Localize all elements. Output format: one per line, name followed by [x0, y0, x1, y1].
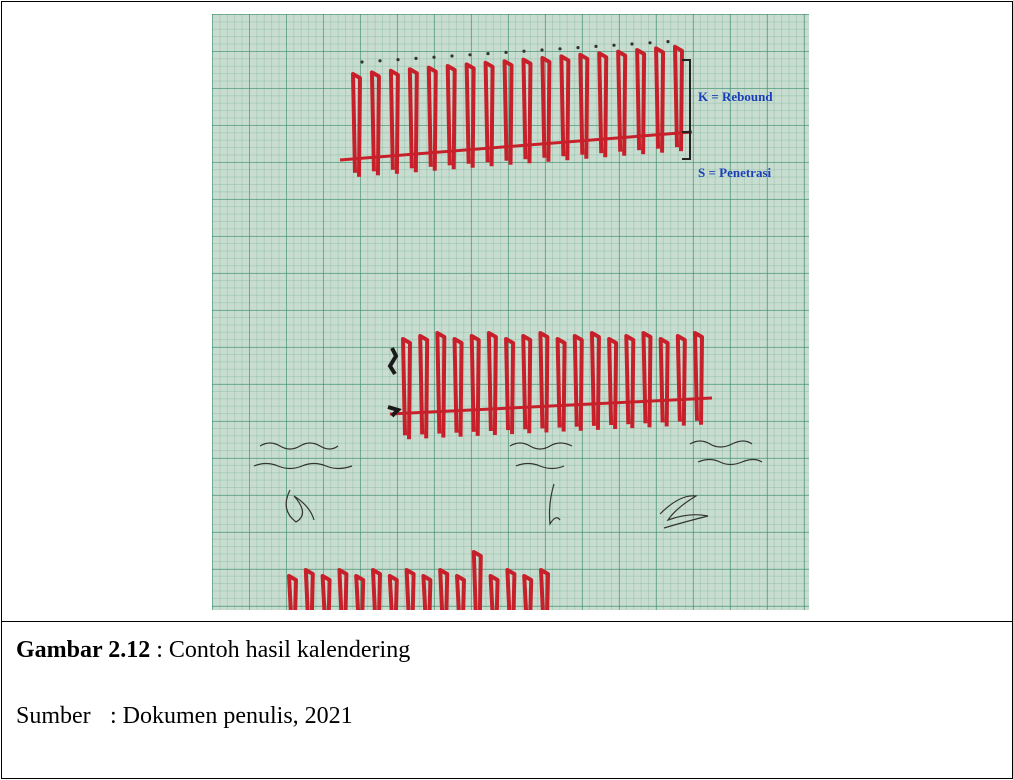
tick-scribble: [558, 47, 562, 51]
caption-label: Gambar 2.12: [16, 637, 151, 663]
start-mark: [387, 347, 402, 418]
trace-stroke: [488, 574, 500, 610]
trace-stroke: [337, 568, 349, 610]
trace-stroke: [445, 64, 457, 170]
trace-stroke: [522, 574, 534, 610]
tick-scribbles: [360, 40, 670, 64]
trace-stroke: [421, 574, 433, 610]
trace-stroke: [521, 334, 533, 434]
trace-stroke: [435, 331, 447, 438]
source-separator: :: [110, 703, 123, 729]
trace-stroke: [559, 54, 571, 161]
trace-stroke: [354, 574, 366, 610]
trace-stroke: [504, 337, 516, 435]
trace-stroke: [455, 574, 466, 610]
trace-stroke: [539, 568, 550, 610]
tick-scribble: [648, 41, 652, 45]
trace-stroke: [407, 67, 419, 173]
kalendering-figure: K = Rebound S = Penetrasi: [212, 14, 809, 610]
trace-stroke: [607, 337, 619, 430]
trace-stroke: [597, 51, 609, 158]
trace-stroke: [464, 62, 476, 168]
trace-stroke: [654, 46, 666, 153]
tick-scribble: [486, 52, 490, 56]
trace-stroke: [351, 72, 362, 177]
tick-scribble: [360, 60, 364, 64]
tick-scribble: [594, 44, 598, 48]
trace-stroke: [505, 568, 517, 610]
trace-stroke: [469, 334, 481, 436]
trace-stroke: [471, 550, 483, 610]
legend-bracket: [682, 59, 691, 160]
trace-stroke: [589, 331, 601, 430]
source-label: Sumber: [16, 703, 91, 729]
trace-stroke: [388, 68, 400, 174]
caption-divider: [1, 621, 1013, 622]
trace-stroke: [521, 57, 533, 164]
trace-stroke: [616, 49, 628, 156]
trace-stroke: [452, 337, 464, 437]
trace-stroke: [287, 574, 298, 610]
trace-stroke: [675, 334, 687, 426]
trace-stroke: [555, 337, 567, 432]
tick-scribble: [630, 42, 634, 46]
legend-rebound: K = Rebound: [698, 89, 773, 104]
trace-stroke: [578, 52, 590, 159]
trace-middle: [389, 331, 713, 440]
tick-scribble: [432, 55, 436, 59]
trace-stroke: [641, 331, 653, 428]
source-text: Dokumen penulis, 2021: [122, 703, 353, 729]
trace-stroke: [540, 56, 552, 162]
tick-scribble: [450, 54, 454, 58]
trace-stroke: [404, 568, 416, 610]
tick-scribble: [522, 49, 526, 53]
trace-stroke: [369, 70, 381, 176]
trace-top: [339, 44, 693, 177]
tick-scribble: [396, 58, 400, 62]
tick-scribble: [378, 59, 382, 63]
trace-stroke: [418, 334, 430, 439]
handwritten-notes: [253, 440, 763, 529]
trace-stroke: [673, 44, 684, 152]
trace-stroke: [371, 568, 382, 610]
trace-stroke: [401, 337, 412, 440]
trace-stroke: [483, 60, 495, 167]
kalendering-trace-drawing: K = Rebound S = Penetrasi: [253, 40, 773, 610]
tick-scribble: [576, 46, 580, 50]
caption-text: Contoh hasil kalendering: [168, 637, 411, 663]
trace-stroke: [572, 334, 584, 431]
legend-penetration: S = Penetrasi: [698, 165, 772, 180]
tick-scribble: [504, 50, 508, 55]
tick-scribble: [666, 40, 670, 44]
trace-stroke: [387, 574, 399, 610]
trace-stroke: [303, 568, 315, 610]
trace-stroke: [538, 331, 550, 433]
tick-scribble: [612, 43, 616, 47]
trace-stroke: [658, 337, 670, 427]
trace-stroke: [426, 65, 438, 171]
trace-bottom: [287, 550, 550, 610]
tick-scribble: [414, 56, 418, 61]
trace-stroke: [693, 331, 704, 425]
caption-separator: :: [150, 637, 169, 663]
trace-stroke: [486, 331, 498, 436]
trace-stroke: [438, 568, 450, 610]
figure-source: Sumber: Dokumen penulis, 2021: [16, 702, 353, 730]
trace-stroke: [635, 48, 647, 155]
tick-scribble: [540, 48, 544, 52]
tick-scribble: [468, 53, 472, 57]
trace-stroke: [320, 574, 332, 610]
figure-caption: Gambar 2.12 : Contoh hasil kalendering: [16, 636, 410, 664]
trace-stroke: [624, 334, 636, 429]
trace-stroke: [502, 59, 514, 165]
